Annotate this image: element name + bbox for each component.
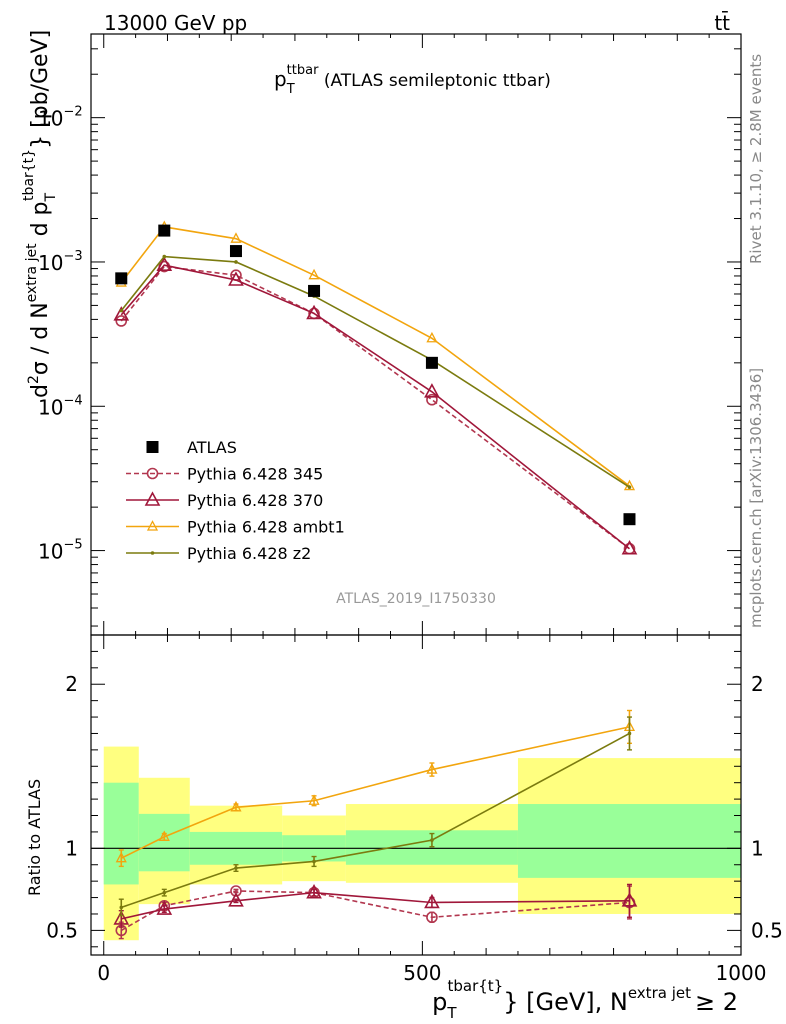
y-tick-label-−3: 10−3 [38, 249, 83, 275]
y-tick-label-−4: 10−4 [38, 393, 83, 419]
title-p: p [274, 67, 287, 91]
legend-marker-atlas [146, 441, 159, 453]
band-green-0 [103, 782, 139, 885]
ratio-point-p370-1 [156, 900, 173, 915]
axes-frames [90, 33, 742, 956]
ratio-tick-label-left-0.5: 0.5 [46, 918, 78, 942]
ratio-point-ambt1-4 [426, 763, 438, 774]
ratio-point-ambt1-0 [115, 851, 127, 863]
ratio-point-p370-3 [306, 883, 322, 899]
legend-label-z2: Pythia 6.428 z2 [187, 544, 311, 563]
ratio-point-ambt1-1 [158, 830, 170, 841]
rivet-version-label: Rivet 3.1.10, ≥ 2.8M events [747, 54, 765, 264]
main-point-z2-0 [119, 308, 124, 313]
ratio-point-p345-4 [426, 911, 438, 924]
title-rest: (ATLAS semileptonic ttbar) [318, 71, 550, 91]
ratio-point-p370-0 [113, 910, 130, 925]
x-tick-label-500: 500 [403, 961, 441, 985]
ratio-point-p370-2 [228, 892, 244, 907]
y-axis-label: d2σ / d Nextra jet d pTtbar{t}} [pb/GeV] [21, 30, 59, 398]
main-point-p345-0 [115, 315, 128, 327]
main-point-p370-2 [228, 271, 244, 286]
band-green-5 [517, 804, 741, 878]
plot-title: pTttbar (ATLAS semileptonic ttbar) [274, 63, 551, 97]
title-sub: T [286, 82, 295, 97]
ratio-point-z2-4 [430, 838, 434, 842]
ratio-point-p370-4 [424, 893, 440, 909]
legend-marker-z2 [150, 551, 155, 555]
legend-label-atlas: ATLAS [187, 438, 237, 457]
atlas-point-3 [308, 284, 321, 297]
x-tick-label-1000: 1000 [716, 961, 767, 985]
ratio-tick-label-right-2: 2 [751, 672, 764, 696]
ratio-y-axis-label: Ratio to ATLAS [25, 779, 44, 896]
main-point-p345-4 [426, 393, 438, 406]
ratio-point-z2-1 [162, 890, 167, 895]
main-point-p370-4 [424, 383, 440, 398]
legend: ATLAS Pythia 6.428 345 Pythia 6.428 370 Pyt… [126, 438, 345, 563]
main-point-p370-1 [156, 256, 173, 271]
mcplots-label: mcplots.cern.ch [arXiv:1306.3436] [747, 368, 765, 628]
ratio-tick-label-left-2: 2 [65, 672, 78, 696]
x-tick-label-0: 0 [97, 961, 110, 985]
y-tick-label-−5: 10−5 [38, 538, 83, 564]
ratio-point-z2-3 [312, 859, 316, 864]
main-point-ambt1-3 [308, 268, 320, 280]
ratio-tick-label-right-0.5: 0.5 [751, 918, 783, 942]
main-point-z2-1 [162, 254, 167, 259]
legend-marker-p345 [146, 467, 159, 480]
main-point-p370-5 [621, 540, 638, 555]
axis-ticks: 0 500 1000 10−5 10−4 10−3 10−2 0.5 0.5 1 1 2 2 [38, 34, 783, 985]
y-tick-label-−2: 10−2 [38, 105, 83, 131]
ratio-point-z2-0 [119, 905, 124, 910]
atlas-point-1 [158, 224, 171, 237]
main-line-p345 [120, 265, 630, 550]
x-axis-label: pTtbar{t}} [GeV], Nextra jet ≥ 2 [432, 977, 738, 1022]
ratio-panel-series [113, 709, 638, 940]
ratio-line-z2 [121, 732, 630, 909]
atlas-point-0 [115, 272, 128, 285]
ratio-point-z2-5 [627, 731, 632, 736]
main-point-z2-2 [234, 260, 238, 264]
ratio-tick-label-right-1: 1 [751, 836, 764, 860]
main-line-p370 [120, 264, 630, 550]
atlas-point-4 [425, 356, 438, 369]
ratio-point-z2-2 [234, 866, 238, 870]
ratio-frame [90, 634, 742, 956]
atlas-point-5 [623, 513, 636, 526]
main-point-ambt1-4 [426, 331, 438, 343]
legend-label-p370: Pythia 6.428 370 [187, 491, 323, 510]
legend-label-ambt1: Pythia 6.428 ambt1 [187, 518, 345, 537]
ratio-line-p370 [121, 891, 630, 920]
band-green-1 [138, 813, 190, 872]
main-point-z2-5 [627, 485, 632, 489]
ratio-tick-label-left-1: 1 [65, 836, 78, 860]
main-point-p370-0 [113, 306, 130, 321]
ratio-point-p345-2 [230, 885, 242, 897]
atlas-point-2 [229, 245, 242, 258]
main-point-ambt1-2 [230, 232, 242, 243]
process-label: 13000 GeV pp [104, 11, 247, 35]
ratio-point-p370-5 [621, 892, 638, 907]
legend-marker-ambt1 [146, 520, 159, 531]
legend-marker-p370 [144, 491, 161, 506]
analysis-id: ATLAS_2019_I1750330 [336, 591, 496, 607]
main-line-ambt1 [120, 226, 630, 487]
main-line-z2 [120, 255, 630, 488]
main-point-p370-3 [306, 304, 322, 320]
title-sup: ttbar [287, 63, 319, 78]
channel-label: tt̄ [714, 10, 730, 35]
ratio-line-ambt1 [120, 726, 630, 859]
main-panel-series [113, 220, 638, 555]
ratio-point-ambt1-2 [230, 800, 242, 812]
legend-label-p345: Pythia 6.428 345 [187, 465, 323, 484]
ratio-point-ambt1-3 [308, 794, 320, 805]
